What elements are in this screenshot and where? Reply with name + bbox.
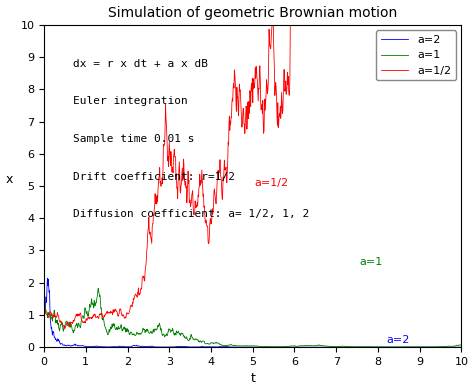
a=1/2 bbox=[127, 310, 132, 315]
a=1 bbox=[391, 344, 397, 349]
Text: Drift coefficient: r=1/2: Drift coefficient: r=1/2 bbox=[73, 172, 235, 181]
Line: a=1: a=1 bbox=[44, 288, 462, 347]
a=2 bbox=[411, 345, 417, 350]
Y-axis label: x: x bbox=[6, 173, 13, 186]
a=1 bbox=[459, 343, 465, 348]
a=1/2 bbox=[67, 322, 73, 326]
a=1 bbox=[382, 344, 388, 349]
Line: a=1/2: a=1/2 bbox=[44, 0, 462, 328]
Text: Sample time 0.01 s: Sample time 0.01 s bbox=[73, 135, 195, 144]
a=2 bbox=[41, 312, 47, 317]
Title: Simulation of geometric Brownian motion: Simulation of geometric Brownian motion bbox=[108, 5, 397, 20]
a=1 bbox=[127, 332, 132, 337]
a=2 bbox=[383, 345, 388, 350]
Text: Euler integration: Euler integration bbox=[73, 96, 188, 106]
Text: a=2: a=2 bbox=[386, 335, 410, 345]
a=2 bbox=[45, 276, 50, 280]
a=1 bbox=[41, 312, 47, 317]
a=2 bbox=[459, 345, 465, 350]
Text: Diffusion coefficient: a= 1/2, 1, 2: Diffusion coefficient: a= 1/2, 1, 2 bbox=[73, 208, 310, 219]
a=1 bbox=[411, 344, 417, 349]
a=1 bbox=[367, 344, 373, 349]
a=2 bbox=[127, 344, 132, 349]
a=1/2 bbox=[41, 312, 47, 317]
Text: dx = r x dt + a x dB: dx = r x dt + a x dB bbox=[73, 59, 208, 69]
a=1/2 bbox=[62, 326, 68, 331]
Text: a=1/2: a=1/2 bbox=[255, 178, 289, 188]
a=2 bbox=[439, 345, 445, 350]
a=1 bbox=[67, 321, 73, 325]
Legend: a=2, a=1, a=1/2: a=2, a=1, a=1/2 bbox=[376, 30, 456, 81]
a=1 bbox=[95, 286, 101, 291]
X-axis label: t: t bbox=[250, 373, 255, 386]
a=2 bbox=[367, 345, 373, 350]
Text: a=1: a=1 bbox=[359, 257, 383, 267]
a=2 bbox=[356, 345, 362, 350]
Line: a=2: a=2 bbox=[44, 278, 462, 347]
a=1 bbox=[439, 344, 445, 349]
a=2 bbox=[67, 343, 73, 348]
